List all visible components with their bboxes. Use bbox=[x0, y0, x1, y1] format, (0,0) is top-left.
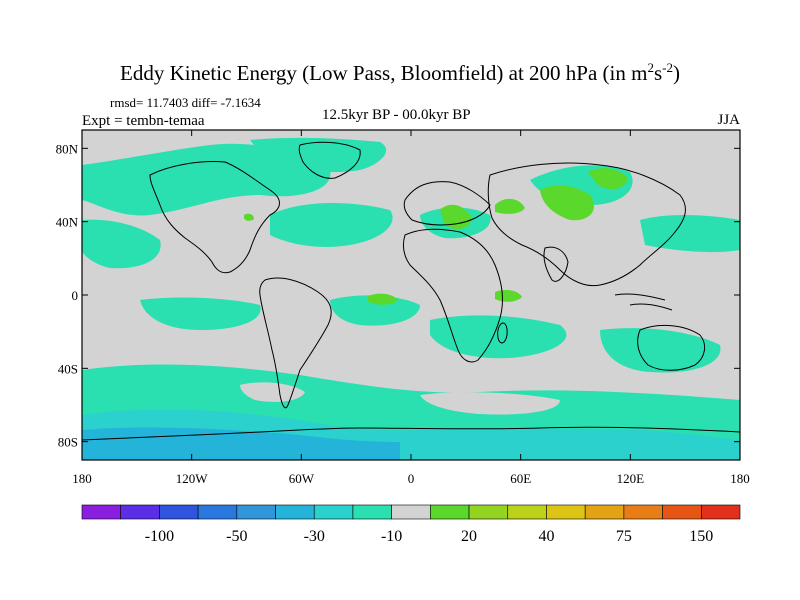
colorbar-label: -50 bbox=[226, 528, 247, 545]
colorbar-swatch bbox=[391, 504, 431, 520]
anomaly-positive-east-asia bbox=[588, 168, 628, 190]
lon-label: 60W bbox=[289, 471, 315, 486]
experiment-label: Expt = tembn-temaa bbox=[82, 113, 205, 129]
coast-greenland bbox=[298, 141, 361, 179]
colorbar-swatch bbox=[313, 504, 354, 520]
lon-label: 0 bbox=[408, 471, 415, 486]
colorbar-swatch bbox=[197, 504, 238, 520]
axis-ticks bbox=[81, 130, 741, 460]
colorbar: -100 -50 -30 -10 20 40 75 150 bbox=[81, 504, 741, 545]
coast-africa bbox=[402, 228, 503, 363]
colorbar-label: 75 bbox=[616, 528, 632, 545]
anomaly-positive-central-asia-2 bbox=[540, 185, 594, 221]
anomaly-region-south-atlantic bbox=[330, 295, 420, 326]
colorbar-swatch bbox=[468, 504, 509, 520]
anomaly-positive-equatorial-africa-1 bbox=[368, 293, 398, 305]
lon-label: 180 bbox=[730, 471, 750, 486]
colorbar-label: -30 bbox=[304, 528, 325, 545]
neutral-region-south-1 bbox=[420, 392, 560, 415]
period-label: 12.5kyr BP - 00.0kyr BP bbox=[322, 107, 471, 123]
coast-europe bbox=[403, 181, 491, 226]
colorbar-swatch bbox=[507, 504, 547, 520]
colorbar-swatch bbox=[81, 504, 122, 520]
lon-label: 60E bbox=[510, 471, 531, 486]
colorbar-swatch bbox=[546, 504, 586, 520]
lon-label: 120W bbox=[176, 471, 209, 486]
neutral-region-south-2 bbox=[240, 382, 305, 402]
colorbar-label: -10 bbox=[381, 528, 402, 545]
coast-north-america bbox=[149, 161, 280, 274]
coast-antarctica bbox=[81, 426, 741, 441]
colorbar-swatch bbox=[700, 504, 741, 520]
axis-labels: 80N 40N 0 40S 80S 180 120W 60W 0 60E 120E 180 bbox=[56, 141, 750, 486]
rmsd-stats: rmsd= 11.7403 diff= -7.1634 bbox=[110, 95, 261, 110]
colorbar-swatch bbox=[275, 504, 315, 520]
lon-label: 120E bbox=[617, 471, 645, 486]
colorbar-swatch bbox=[623, 504, 663, 520]
chart-title: Eddy Kinetic Energy (Low Pass, Bloomfiel… bbox=[120, 60, 680, 85]
anomaly-region-equatorial-pacific bbox=[140, 297, 261, 330]
colorbar-swatch bbox=[430, 504, 470, 520]
colorbar-swatch bbox=[584, 504, 625, 520]
lat-label: 0 bbox=[72, 288, 79, 303]
anomaly-region-north-atlantic bbox=[270, 203, 393, 247]
lat-label: 40S bbox=[58, 361, 78, 376]
anomaly-region-south-pacific-core bbox=[82, 427, 400, 460]
colorbar-swatch bbox=[352, 504, 392, 520]
lat-label: 80S bbox=[58, 435, 78, 450]
coast-indonesia bbox=[614, 293, 673, 311]
colorbar-swatch bbox=[662, 504, 702, 520]
coast-madagascar bbox=[497, 322, 508, 344]
colorbar-swatch bbox=[120, 504, 160, 520]
colorbar-swatch bbox=[236, 504, 276, 520]
anomaly-positive-europe bbox=[440, 204, 472, 230]
coast-asia bbox=[487, 162, 686, 287]
coast-india bbox=[543, 246, 569, 282]
colorbar-label: -100 bbox=[145, 528, 174, 545]
season-label: JJA bbox=[717, 112, 740, 128]
anomaly-positive-central-asia-1 bbox=[495, 198, 525, 214]
anomaly-region-australia bbox=[600, 328, 721, 373]
anomaly-region-east-pacific bbox=[82, 219, 161, 269]
colorbar-label: 150 bbox=[689, 528, 713, 545]
colorbar-label: 20 bbox=[461, 528, 477, 545]
anomaly-region-west-pacific bbox=[640, 215, 740, 253]
anomaly-positive-north-atlantic bbox=[244, 213, 254, 221]
coast-south-america bbox=[259, 277, 332, 409]
coastlines bbox=[81, 141, 741, 441]
lat-label: 40N bbox=[56, 215, 79, 230]
lon-label: 180 bbox=[72, 471, 92, 486]
colorbar-swatch bbox=[159, 504, 199, 520]
colorbar-label: 40 bbox=[538, 528, 554, 545]
lat-label: 80N bbox=[56, 141, 79, 156]
coast-australia bbox=[637, 325, 706, 371]
